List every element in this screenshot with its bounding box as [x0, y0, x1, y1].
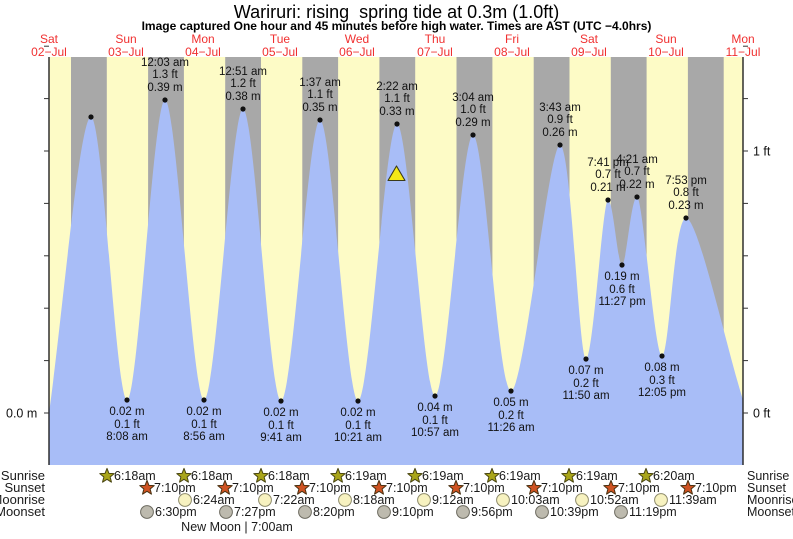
svg-text:8:18am: 8:18am [353, 493, 395, 507]
svg-text:9:10pm: 9:10pm [392, 505, 434, 519]
svg-text:9:12am: 9:12am [432, 493, 474, 507]
svg-text:Moonset: Moonset [0, 504, 45, 519]
svg-text:7:10pm: 7:10pm [309, 481, 351, 495]
svg-text:7:27pm: 7:27pm [234, 505, 276, 519]
svg-text:Moonset: Moonset [747, 505, 793, 519]
svg-text:7:10pm: 7:10pm [154, 481, 196, 495]
svg-text:8:20pm: 8:20pm [313, 505, 355, 519]
svg-text:11:19pm: 11:19pm [629, 505, 677, 519]
svg-text:6:18am: 6:18am [191, 469, 233, 483]
svg-text:10:39pm: 10:39pm [550, 505, 599, 519]
svg-text:9:56pm: 9:56pm [471, 505, 513, 519]
svg-text:New Moon | 7:00am: New Moon | 7:00am [181, 520, 293, 534]
svg-text:7:22am: 7:22am [273, 493, 315, 507]
svg-text:6:19am: 6:19am [345, 469, 387, 483]
svg-text:6:18am: 6:18am [114, 469, 156, 483]
svg-text:6:18am: 6:18am [268, 469, 310, 483]
svg-text:6:24am: 6:24am [193, 493, 235, 507]
svg-text:7:10pm: 7:10pm [232, 481, 274, 495]
svg-text:6:19am: 6:19am [422, 469, 464, 483]
svg-text:6:30pm: 6:30pm [155, 505, 197, 519]
